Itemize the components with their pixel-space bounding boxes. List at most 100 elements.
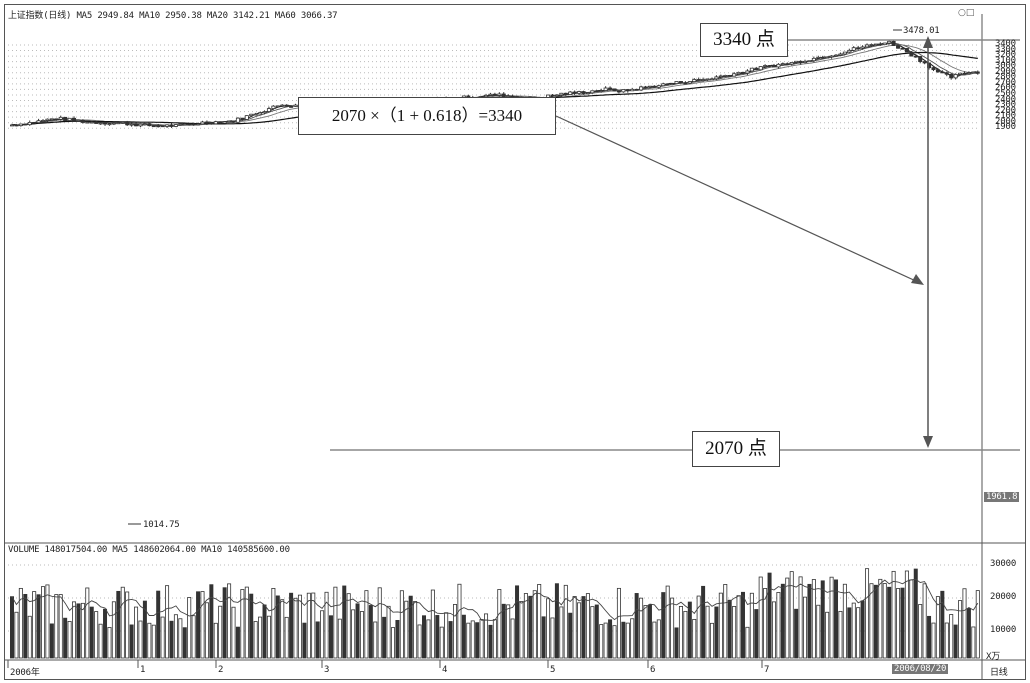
volume-bar: [869, 583, 874, 659]
candle-body: [231, 120, 236, 123]
candle-body: [235, 117, 240, 123]
price-axis-label: 2600: [995, 83, 1016, 94]
candle-body: [120, 121, 125, 124]
volume-bar: [785, 577, 790, 659]
volume-bar: [878, 578, 883, 659]
volume-unit: X万: [986, 652, 1001, 662]
volume-bar: [492, 619, 497, 659]
candle-body: [134, 123, 139, 127]
candle-body: [289, 105, 294, 108]
candle-body: [665, 83, 670, 86]
volume-bar: [253, 621, 258, 659]
volume-bar: [266, 615, 271, 659]
volume-bar: [324, 591, 329, 659]
candle-body: [834, 54, 839, 57]
volume-bar: [940, 590, 945, 659]
candle-body: [116, 122, 121, 125]
price-axis-label: 3000: [995, 61, 1016, 72]
volume-axis-label: 20000: [990, 592, 1017, 602]
candle-body: [160, 125, 165, 128]
candle-body: [568, 91, 573, 95]
volume-bar: [76, 603, 81, 659]
volume-bar: [523, 593, 528, 659]
volume-bar: [949, 614, 954, 659]
candle-body: [492, 93, 497, 96]
peak-label: 3478.01: [903, 26, 940, 36]
candle-body: [780, 63, 785, 66]
volume-bar: [85, 587, 90, 659]
candle-body: [204, 121, 209, 124]
candle-body: [590, 90, 595, 94]
volume-bar: [670, 597, 675, 659]
candle-body: [723, 74, 728, 77]
candle-body: [222, 121, 227, 124]
candle-body: [506, 95, 511, 98]
candle-body: [696, 79, 701, 81]
volume-bar: [231, 606, 236, 659]
candle-body: [807, 60, 812, 63]
volume-bar: [142, 600, 147, 659]
candle-body: [971, 71, 976, 74]
window-controls[interactable]: ○□: [958, 8, 975, 18]
candle-body: [652, 85, 657, 88]
volume-bar: [169, 620, 174, 659]
candle-body: [820, 56, 825, 59]
volume-ma-line: [11, 578, 979, 621]
candle-body: [634, 88, 639, 91]
volume-bar: [554, 583, 559, 659]
volume-bar: [701, 585, 706, 659]
volume-bar: [23, 593, 28, 659]
volume-bar: [594, 604, 599, 659]
volume-bar: [678, 606, 683, 659]
candle-body: [776, 63, 781, 68]
volume-bar: [581, 596, 586, 659]
volume-bar: [36, 594, 41, 659]
volume-bar: [129, 624, 134, 659]
candle-body: [705, 78, 710, 81]
period-label: 日线: [990, 668, 1008, 678]
volume-bar: [851, 602, 856, 659]
candle-body: [709, 78, 714, 81]
volume-bar: [643, 605, 648, 659]
volume-bar: [803, 596, 808, 659]
volume-bar: [94, 611, 99, 659]
volume-bar: [590, 606, 595, 659]
volume-bar: [390, 627, 395, 659]
candle-body: [23, 123, 28, 126]
candle-body: [829, 55, 834, 58]
formula-label: 2070 ×（1 + 0.618）=3340: [298, 97, 556, 135]
volume-bar: [58, 594, 63, 659]
volume-bar: [346, 593, 351, 659]
time-axis-label: 2006年: [10, 668, 40, 678]
main-legend: 上证指数(日线) MA5 2949.84 MA10 2950.38 MA20 3…: [8, 11, 338, 21]
volume-bar: [320, 610, 325, 659]
volume-legend: VOLUME 148017504.00 MA5 148602064.00 MA1…: [8, 545, 290, 555]
candle-body: [909, 51, 914, 57]
candle-body: [896, 45, 901, 49]
annotation-lines: [128, 29, 1020, 525]
volume-bar: [572, 596, 577, 659]
volume-bar: [408, 595, 413, 659]
volume-bar: [479, 619, 484, 659]
candle-body: [904, 48, 909, 53]
volume-bar: [816, 604, 821, 659]
candle-body: [213, 121, 218, 125]
volume-bar: [497, 589, 502, 659]
volume-bar: [182, 627, 187, 659]
volume-bar: [138, 620, 143, 659]
candle-body: [616, 90, 621, 93]
volume-bar: [173, 614, 178, 659]
volume-bar: [404, 600, 409, 659]
candle-body: [975, 71, 980, 74]
time-axis-label: 4: [442, 665, 448, 675]
volume-bar: [847, 607, 852, 659]
candle-body: [572, 91, 577, 94]
price-axis-label: 1900: [995, 122, 1016, 133]
volume-bar: [634, 593, 639, 659]
volume-bar: [107, 627, 112, 659]
volume-bar: [328, 615, 333, 659]
volume-bar: [550, 617, 555, 659]
candle-body: [670, 83, 675, 85]
volume-bar: [727, 599, 732, 659]
